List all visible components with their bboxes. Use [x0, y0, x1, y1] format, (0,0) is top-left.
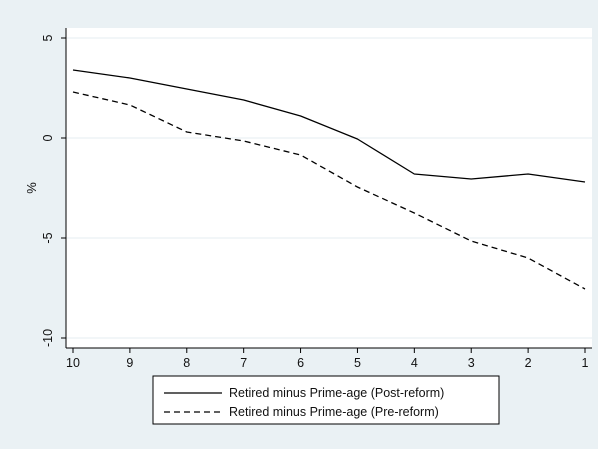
series-lines — [72, 69, 586, 290]
y-tick-label-2: 0 — [41, 134, 55, 141]
axes — [65, 28, 592, 349]
legend-box — [152, 375, 500, 425]
y-tick-label-0: -10 — [41, 329, 55, 347]
y-tick-label-3: 5 — [41, 34, 55, 41]
legend: Retired minus Prime-age (Post-reform) Re… — [152, 375, 500, 425]
legend-label-post-reform: Retired minus Prime-age (Post-reform) — [229, 386, 444, 400]
plot-area — [66, 28, 592, 348]
x-tick-label-4: 6 — [297, 356, 304, 370]
y-tick-label-1: -5 — [41, 232, 55, 243]
y-axis-label: % — [24, 182, 39, 194]
x-tick-label-2: 8 — [183, 356, 190, 370]
series-line-post-reform — [72, 69, 586, 183]
grid-lines — [66, 37, 592, 339]
legend-label-pre-reform: Retired minus Prime-age (Pre-reform) — [229, 405, 439, 419]
x-tick-label-0: 10 — [66, 356, 80, 370]
axis-ticks: -10 -5 0 5 10 9 8 7 6 5 4 3 2 1 — [41, 34, 589, 370]
x-tick-label-7: 3 — [468, 356, 475, 370]
x-tick-label-1: 9 — [126, 356, 133, 370]
series-line-pre-reform — [72, 91, 586, 290]
x-tick-label-9: 1 — [582, 356, 589, 370]
x-tick-label-6: 4 — [411, 356, 418, 370]
x-tick-label-8: 2 — [525, 356, 532, 370]
x-tick-label-5: 5 — [354, 356, 361, 370]
x-tick-label-3: 7 — [240, 356, 247, 370]
